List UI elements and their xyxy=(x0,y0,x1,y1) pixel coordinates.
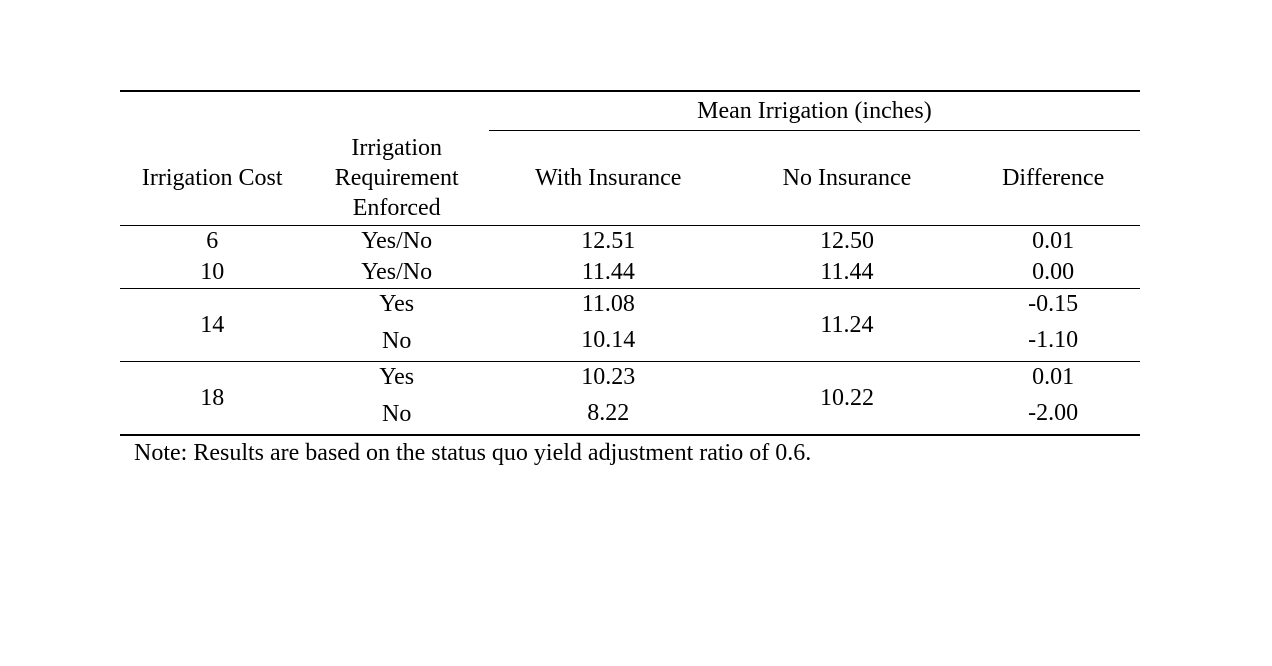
cell-ni: 11.44 xyxy=(728,257,967,289)
cell-wi: 10.23 xyxy=(489,362,728,394)
table-note: Note: Results are based on the status qu… xyxy=(120,435,1140,469)
cell-diff: 0.00 xyxy=(966,257,1140,289)
header-blank-2 xyxy=(304,91,488,131)
cell-diff: 0.01 xyxy=(966,226,1140,258)
cell-cost: 6 xyxy=(120,226,304,258)
cell-wi: 12.51 xyxy=(489,226,728,258)
col-header-with-insurance: With Insurance xyxy=(489,131,728,226)
cell-wi: 11.08 xyxy=(489,289,728,321)
col-header-cost: Irrigation Cost xyxy=(120,131,304,226)
table-row: 18 Yes 10.23 10.22 0.01 xyxy=(120,362,1140,394)
col-header-cost-label: Irrigation Cost xyxy=(142,165,283,191)
col-header-no-insurance: No Insurance xyxy=(728,131,967,226)
cell-wi: 10.14 xyxy=(489,320,728,362)
table-row: 6 Yes/No 12.51 12.50 0.01 xyxy=(120,226,1140,258)
header-blank-1 xyxy=(120,91,304,131)
cell-cost: 18 xyxy=(120,362,304,436)
cell-req: Yes/No xyxy=(304,226,488,258)
cell-diff: -0.15 xyxy=(966,289,1140,321)
col-header-req: Irrigation Requirement Enforced xyxy=(304,131,488,226)
cell-req: No xyxy=(304,393,488,435)
col-header-req-l2: Requirement xyxy=(335,165,459,191)
cell-cost: 14 xyxy=(120,289,304,362)
cell-ni: 11.24 xyxy=(728,289,967,362)
irrigation-table: Mean Irrigation (inches) Irrigation Cost… xyxy=(120,90,1140,469)
table-row: 14 Yes 11.08 11.24 -0.15 xyxy=(120,289,1140,321)
col-header-difference: Difference xyxy=(966,131,1140,226)
table: Mean Irrigation (inches) Irrigation Cost… xyxy=(120,90,1140,469)
cell-req: Yes/No xyxy=(304,257,488,289)
cell-cost: 10 xyxy=(120,257,304,289)
cell-diff: 0.01 xyxy=(966,362,1140,394)
cell-wi: 11.44 xyxy=(489,257,728,289)
col-header-no-insurance-label: No Insurance xyxy=(783,165,912,191)
col-header-req-l3: Enforced xyxy=(353,195,441,221)
col-header-req-l1: Irrigation xyxy=(351,135,442,161)
col-header-difference-label: Difference xyxy=(1002,165,1104,191)
cell-ni: 10.22 xyxy=(728,362,967,436)
cell-diff: -1.10 xyxy=(966,320,1140,362)
cell-req: Yes xyxy=(304,362,488,394)
cell-req: Yes xyxy=(304,289,488,321)
cell-diff: -2.00 xyxy=(966,393,1140,435)
spanner-label: Mean Irrigation (inches) xyxy=(697,98,932,124)
cell-wi: 8.22 xyxy=(489,393,728,435)
spanner-header: Mean Irrigation (inches) xyxy=(489,91,1140,131)
cell-ni: 12.50 xyxy=(728,226,967,258)
cell-req: No xyxy=(304,320,488,362)
table-row: 10 Yes/No 11.44 11.44 0.00 xyxy=(120,257,1140,289)
col-header-with-insurance-label: With Insurance xyxy=(535,165,681,191)
